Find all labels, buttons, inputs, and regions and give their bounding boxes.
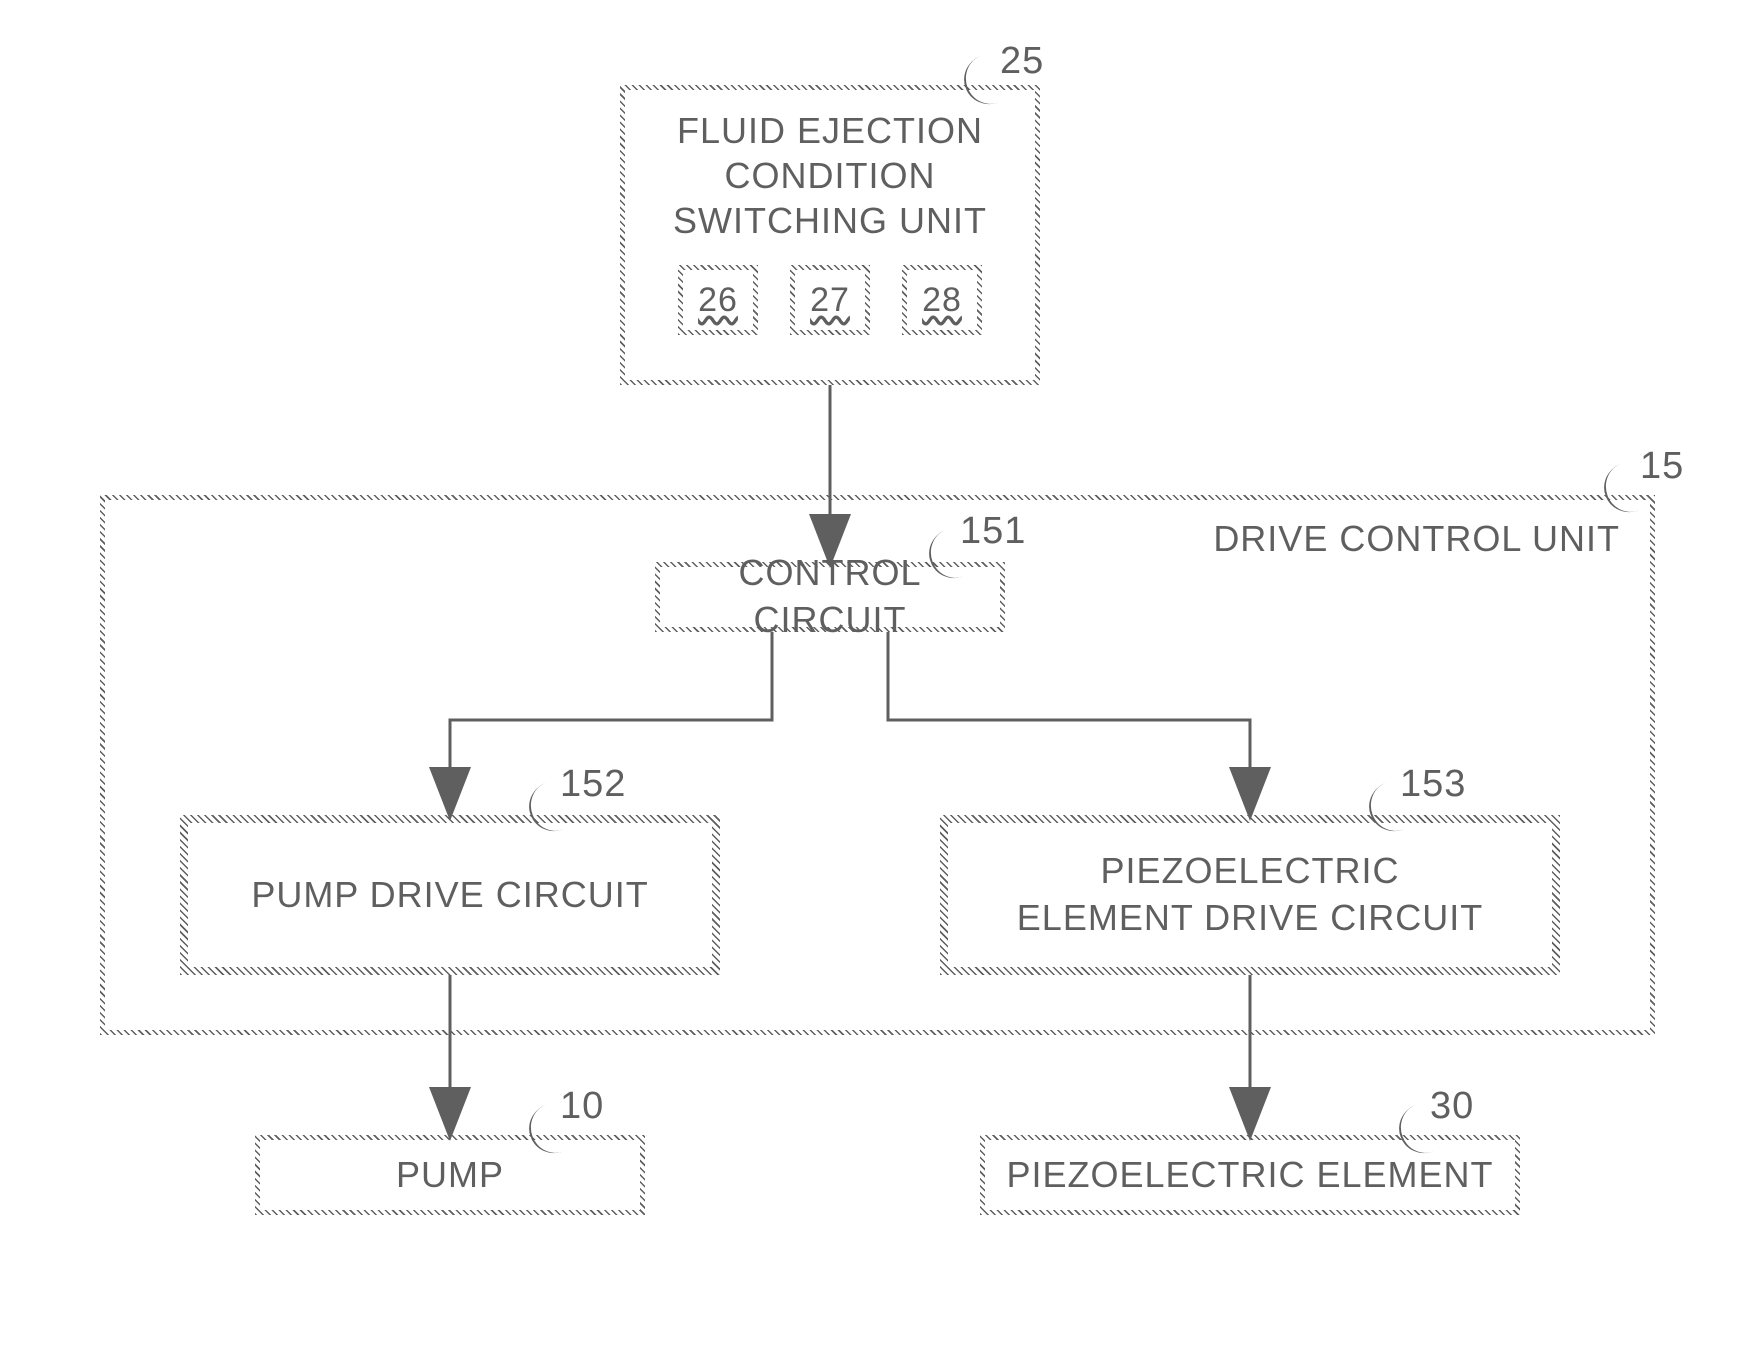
piezo-drive-circuit-box: PIEZOELECTRICELEMENT DRIVE CIRCUIT bbox=[940, 815, 1560, 975]
drive-control-unit-label: DRIVE CONTROL UNIT bbox=[1213, 518, 1620, 560]
switching-unit-label-line: CONDITION bbox=[725, 153, 936, 198]
switching-unit-sub-label: 27 bbox=[810, 281, 850, 320]
diagram-canvas: FLUID EJECTIONCONDITIONSWITCHING UNIT262… bbox=[0, 0, 1753, 1347]
switching-unit-sub-label: 26 bbox=[698, 281, 738, 320]
piezo-element-label-line: PIEZOELECTRIC ELEMENT bbox=[1006, 1152, 1493, 1199]
switching-unit-box: FLUID EJECTIONCONDITIONSWITCHING UNIT262… bbox=[620, 85, 1040, 385]
switching-unit-sub-28: 28 bbox=[902, 265, 982, 335]
switching-unit-label-line: SWITCHING UNIT bbox=[673, 198, 987, 243]
piezo-drive-circuit-label-line: ELEMENT DRIVE CIRCUIT bbox=[1017, 895, 1483, 942]
switching-unit-sub-27: 27 bbox=[790, 265, 870, 335]
piezo-drive-circuit-label-line: PIEZOELECTRIC bbox=[1100, 848, 1399, 895]
pump-drive-circuit-box: PUMP DRIVE CIRCUIT bbox=[180, 815, 720, 975]
pump-box: PUMP bbox=[255, 1135, 645, 1215]
switching-unit-sub-26: 26 bbox=[678, 265, 758, 335]
switching-unit-subrow: 26 27 28 bbox=[678, 265, 982, 335]
switching-unit-sub-label: 28 bbox=[922, 281, 962, 320]
switching-unit-label-line: FLUID EJECTION bbox=[677, 108, 983, 153]
pump-label-line: PUMP bbox=[396, 1152, 504, 1199]
pump-drive-circuit-label-line: PUMP DRIVE CIRCUIT bbox=[251, 872, 648, 919]
